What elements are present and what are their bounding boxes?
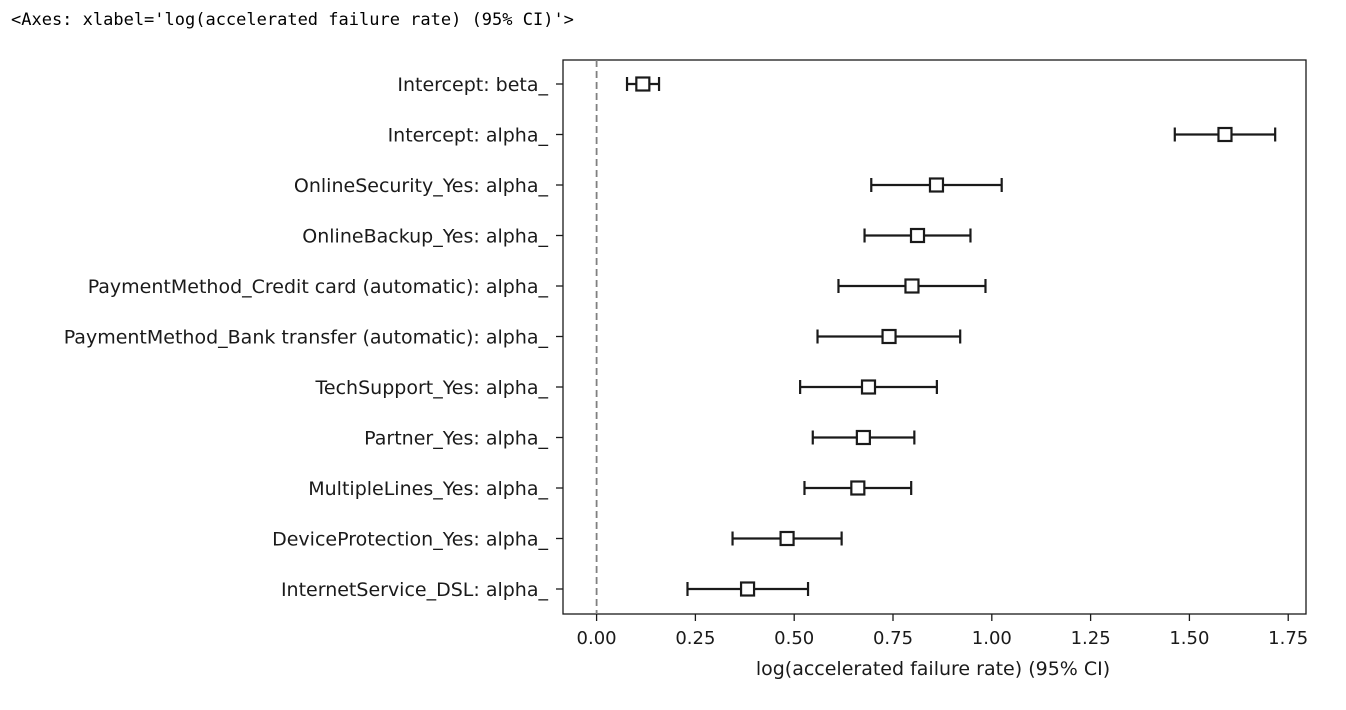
- forest-rows: Intercept: beta_ Intercept: alpha_ OnlineS…: [64, 74, 1277, 601]
- x-tick-label: 1.25: [1071, 628, 1111, 649]
- estimate-marker: [739, 581, 756, 597]
- x-tick-label: 1.00: [972, 628, 1012, 649]
- estimate-marker: [1217, 126, 1233, 143]
- forest-row: Intercept: beta_: [397, 74, 661, 96]
- estimate-marker: [855, 429, 871, 446]
- forest-row: OnlineSecurity_Yes: alpha_: [294, 175, 1003, 197]
- row-label: PaymentMethod_Credit card (automatic): a…: [88, 276, 549, 298]
- axes-repr-output: <Axes: xlabel='log(accelerated failure r…: [11, 10, 574, 30]
- estimate-marker: [779, 530, 795, 547]
- x-tick-label: 1.50: [1169, 628, 1209, 649]
- forest-row: OnlineBackup_Yes: alpha_: [302, 226, 972, 248]
- forest-row: TechSupport_Yes: alpha_: [315, 377, 938, 399]
- forest-row: Partner_Yes: alpha_: [364, 428, 916, 450]
- forest-row: MultipleLines_Yes: alpha_: [308, 478, 913, 500]
- estimate-marker: [850, 480, 866, 496]
- x-tick-label: 0.75: [873, 628, 913, 649]
- forest-row: Intercept: alpha_: [388, 125, 1277, 147]
- forest-row: PaymentMethod_Bank transfer (automatic):…: [64, 327, 962, 349]
- row-label: MultipleLines_Yes: alpha_: [308, 478, 548, 500]
- row-label: Partner_Yes: alpha_: [364, 428, 548, 450]
- forest-row: InternetService_DSL: alpha_: [281, 579, 810, 601]
- estimate-marker: [928, 177, 945, 193]
- x-tick-label: 1.75: [1268, 628, 1308, 649]
- row-label: TechSupport_Yes: alpha_: [315, 377, 549, 399]
- row-label: Intercept: beta_: [397, 74, 548, 96]
- estimate-marker: [635, 76, 651, 92]
- x-tick-label: 0.00: [577, 628, 617, 649]
- estimate-marker: [904, 278, 920, 294]
- forest-row: PaymentMethod_Credit card (automatic): a…: [88, 276, 987, 298]
- x-tick-label: 0.50: [774, 628, 814, 649]
- row-label: OnlineSecurity_Yes: alpha_: [294, 175, 549, 197]
- estimate-marker: [881, 328, 897, 345]
- estimate-marker: [909, 227, 926, 244]
- row-label: PaymentMethod_Bank transfer (automatic):…: [64, 327, 549, 349]
- x-axis-label: log(accelerated failure rate) (95% CI): [756, 658, 1110, 680]
- x-axis: 0.00 0.25 0.50 0.75 1.00 1.25 1.50 1.75: [577, 614, 1308, 649]
- row-label: Intercept: alpha_: [388, 125, 549, 147]
- estimate-marker: [860, 379, 877, 395]
- row-label: DeviceProtection_Yes: alpha_: [272, 529, 548, 551]
- x-tick-label: 0.25: [675, 628, 715, 649]
- forest-row: DeviceProtection_Yes: alpha_: [272, 529, 843, 551]
- row-label: InternetService_DSL: alpha_: [281, 579, 549, 601]
- row-label: OnlineBackup_Yes: alpha_: [302, 226, 548, 248]
